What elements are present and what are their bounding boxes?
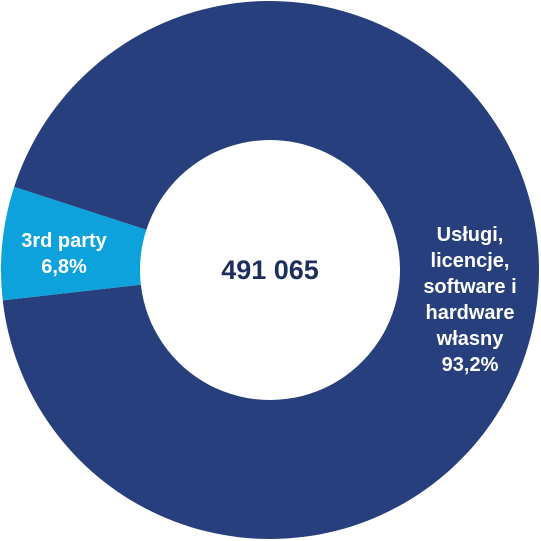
center-label: 491 065 bbox=[221, 255, 319, 285]
value-label: 93,2% bbox=[441, 354, 499, 376]
value-label: 6,8% bbox=[41, 256, 87, 278]
slice bbox=[0, 186, 147, 301]
category-label: Usługi, licencje, software i hardware wł… bbox=[423, 224, 517, 350]
category-label: 3rd party bbox=[21, 230, 107, 252]
slice-label: 3rd party 6,8% bbox=[9, 228, 119, 280]
slice-label: Usługi, licencje, software i hardware wł… bbox=[411, 222, 529, 378]
